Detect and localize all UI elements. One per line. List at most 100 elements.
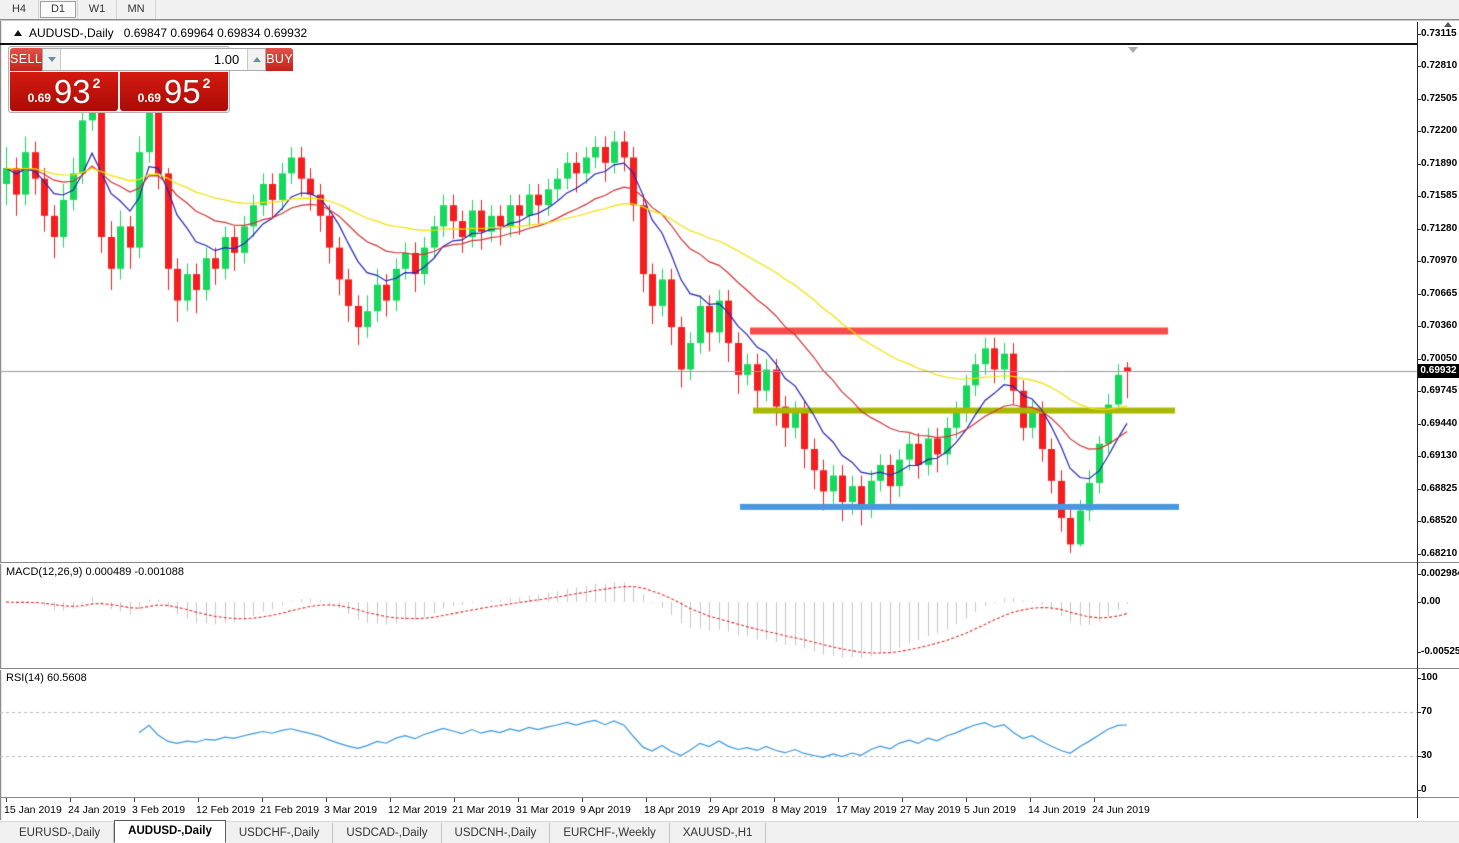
date-tick: [134, 798, 135, 802]
rsi-indicator-canvas[interactable]: [0, 670, 1417, 797]
price-axis-label: 0.69130: [1421, 450, 1458, 461]
price-axis-label: 0.68520: [1421, 515, 1458, 526]
chart-header-border: [0, 43, 1417, 45]
date-label: 9 Apr 2019: [580, 804, 631, 816]
date-tick: [1094, 798, 1095, 802]
date-tick: [6, 798, 7, 802]
date-label: 31 Mar 2019: [516, 804, 575, 816]
date-label: 24 Jun 2019: [1092, 804, 1150, 816]
date-label: 21 Feb 2019: [260, 804, 319, 816]
date-label: 8 May 2019: [772, 804, 827, 816]
sell-price-sup: 2: [92, 74, 101, 91]
rsi-axis-label: 70: [1421, 706, 1433, 717]
macd-axis-tick: [1417, 652, 1421, 653]
rsi-axis-label: 100: [1421, 672, 1438, 683]
chart-tab-usdcad-daily[interactable]: USDCAD-,Daily: [333, 823, 442, 843]
triangle-up-icon: [252, 57, 261, 62]
sell-price-display[interactable]: 0.69 93 2: [10, 72, 118, 111]
date-tick: [70, 798, 71, 802]
price-axis-tick: [1417, 294, 1421, 295]
date-tick: [454, 798, 455, 802]
price-axis-tick: [1417, 196, 1421, 197]
rsi-axis-label: 0: [1421, 784, 1427, 795]
macd-axis-label: -0.00525: [1421, 646, 1459, 657]
chart-tab-audusd-daily[interactable]: AUDUSD-,Daily: [114, 820, 226, 843]
chart-menu-icon[interactable]: [14, 29, 22, 36]
price-axis-label: 0.72200: [1421, 125, 1458, 136]
window-border: [0, 20, 1459, 21]
volume-input[interactable]: [61, 49, 248, 70]
sell-price-big: 93: [53, 72, 91, 110]
price-axis-tick: [1417, 424, 1421, 425]
date-label: 5 Jun 2019: [964, 804, 1016, 816]
date-label: 12 Mar 2019: [388, 804, 447, 816]
chart-tab-eurchf-weekly[interactable]: EURCHF-,Weekly: [550, 823, 670, 843]
macd-axis-label: 0.00: [1421, 596, 1441, 607]
date-tick: [838, 798, 839, 802]
price-axis-label: 0.71585: [1421, 190, 1458, 201]
chart-tab-eurusd-daily[interactable]: EURUSD-,Daily: [6, 823, 115, 843]
price-axis-tick: [1417, 489, 1421, 490]
buy-price-big: 95: [163, 72, 201, 110]
chart-tab-usdcnh-daily[interactable]: USDCNH-,Daily: [442, 823, 551, 843]
price-axis-tick: [1417, 229, 1421, 230]
rsi-axis-tick: [1417, 790, 1421, 791]
timeframe-button-d1[interactable]: D1: [40, 1, 76, 18]
price-axis-label: 0.69440: [1421, 418, 1458, 429]
buy-price-display[interactable]: 0.69 95 2: [120, 72, 228, 111]
price-axis-tick: [1417, 131, 1421, 132]
chart-tab-xauusd-h1[interactable]: XAUUSD-,H1: [670, 823, 767, 843]
date-tick: [390, 798, 391, 802]
date-tick: [902, 798, 903, 802]
date-label: 3 Mar 2019: [324, 804, 378, 816]
macd-label: MACD(12,26,9) 0.000489 -0.001088: [6, 566, 184, 578]
price-axis-tick: [1417, 391, 1421, 392]
date-label: 27 May 2019: [900, 804, 961, 816]
buy-price-prefix: 0.69: [137, 90, 161, 105]
price-axis-label: 0.70360: [1421, 320, 1458, 331]
price-axis-tick: [1417, 261, 1421, 262]
timeframe-button-w1[interactable]: W1: [88, 3, 106, 15]
pane-separator: [0, 563, 1459, 564]
buy-price-sup: 2: [202, 74, 211, 91]
date-label: 29 Apr 2019: [708, 804, 765, 816]
toolbar-separator: [77, 0, 78, 19]
buy-button[interactable]: BUY: [266, 48, 294, 71]
date-label: 14 Jun 2019: [1028, 804, 1086, 816]
volume-increase-button[interactable]: [247, 49, 266, 70]
chart-tab-usdchf-daily[interactable]: USDCHF-,Daily: [226, 823, 334, 843]
toolbar-separator: [155, 0, 156, 19]
chart-ohlc-values: 0.69847 0.69964 0.69834 0.69932: [123, 25, 308, 40]
price-axis-tick: [1417, 326, 1421, 327]
volume-spinner: [42, 48, 267, 71]
pane-separator[interactable]: [0, 668, 1459, 669]
date-tick: [326, 798, 327, 802]
price-axis-label: 0.72505: [1421, 93, 1458, 104]
volume-decrease-button[interactable]: [43, 49, 62, 70]
chart-symbol-label: AUDUSD-,Daily: [29, 25, 114, 40]
price-axis-label: 0.70050: [1421, 353, 1458, 364]
price-axis-tick: [1417, 34, 1421, 35]
pane-separator[interactable]: [0, 562, 1459, 563]
timeframe-button-h4[interactable]: H4: [11, 3, 27, 15]
chart-shift-marker-icon: [1128, 47, 1138, 53]
pane-separator: [0, 669, 1459, 670]
main-chart-canvas[interactable]: [0, 45, 1417, 562]
window-border: [0, 19, 1459, 20]
date-label: 21 Mar 2019: [452, 804, 511, 816]
chart-header: AUDUSD-,Daily 0.69847 0.69964 0.69834 0.…: [2, 22, 1417, 43]
date-tick: [646, 798, 647, 802]
timeframe-button-mn[interactable]: MN: [127, 3, 145, 15]
macd-axis-label: 0.002984: [1421, 568, 1459, 579]
toolbar-separator: [116, 0, 117, 19]
chart-tab-bar: EURUSD-,Daily AUDUSD-,Daily USDCHF-,Daily U…: [0, 820, 1459, 843]
macd-indicator-canvas[interactable]: [0, 564, 1417, 668]
price-axis-label: 0.70665: [1421, 288, 1458, 299]
timeframe-toolbar: H4 D1 W1 MN: [0, 0, 1459, 19]
scroll-up-icon: [1444, 22, 1452, 27]
sell-button[interactable]: SELL: [10, 48, 43, 71]
price-axis-tick: [1417, 99, 1421, 100]
rsi-axis-label: 30: [1421, 750, 1433, 761]
